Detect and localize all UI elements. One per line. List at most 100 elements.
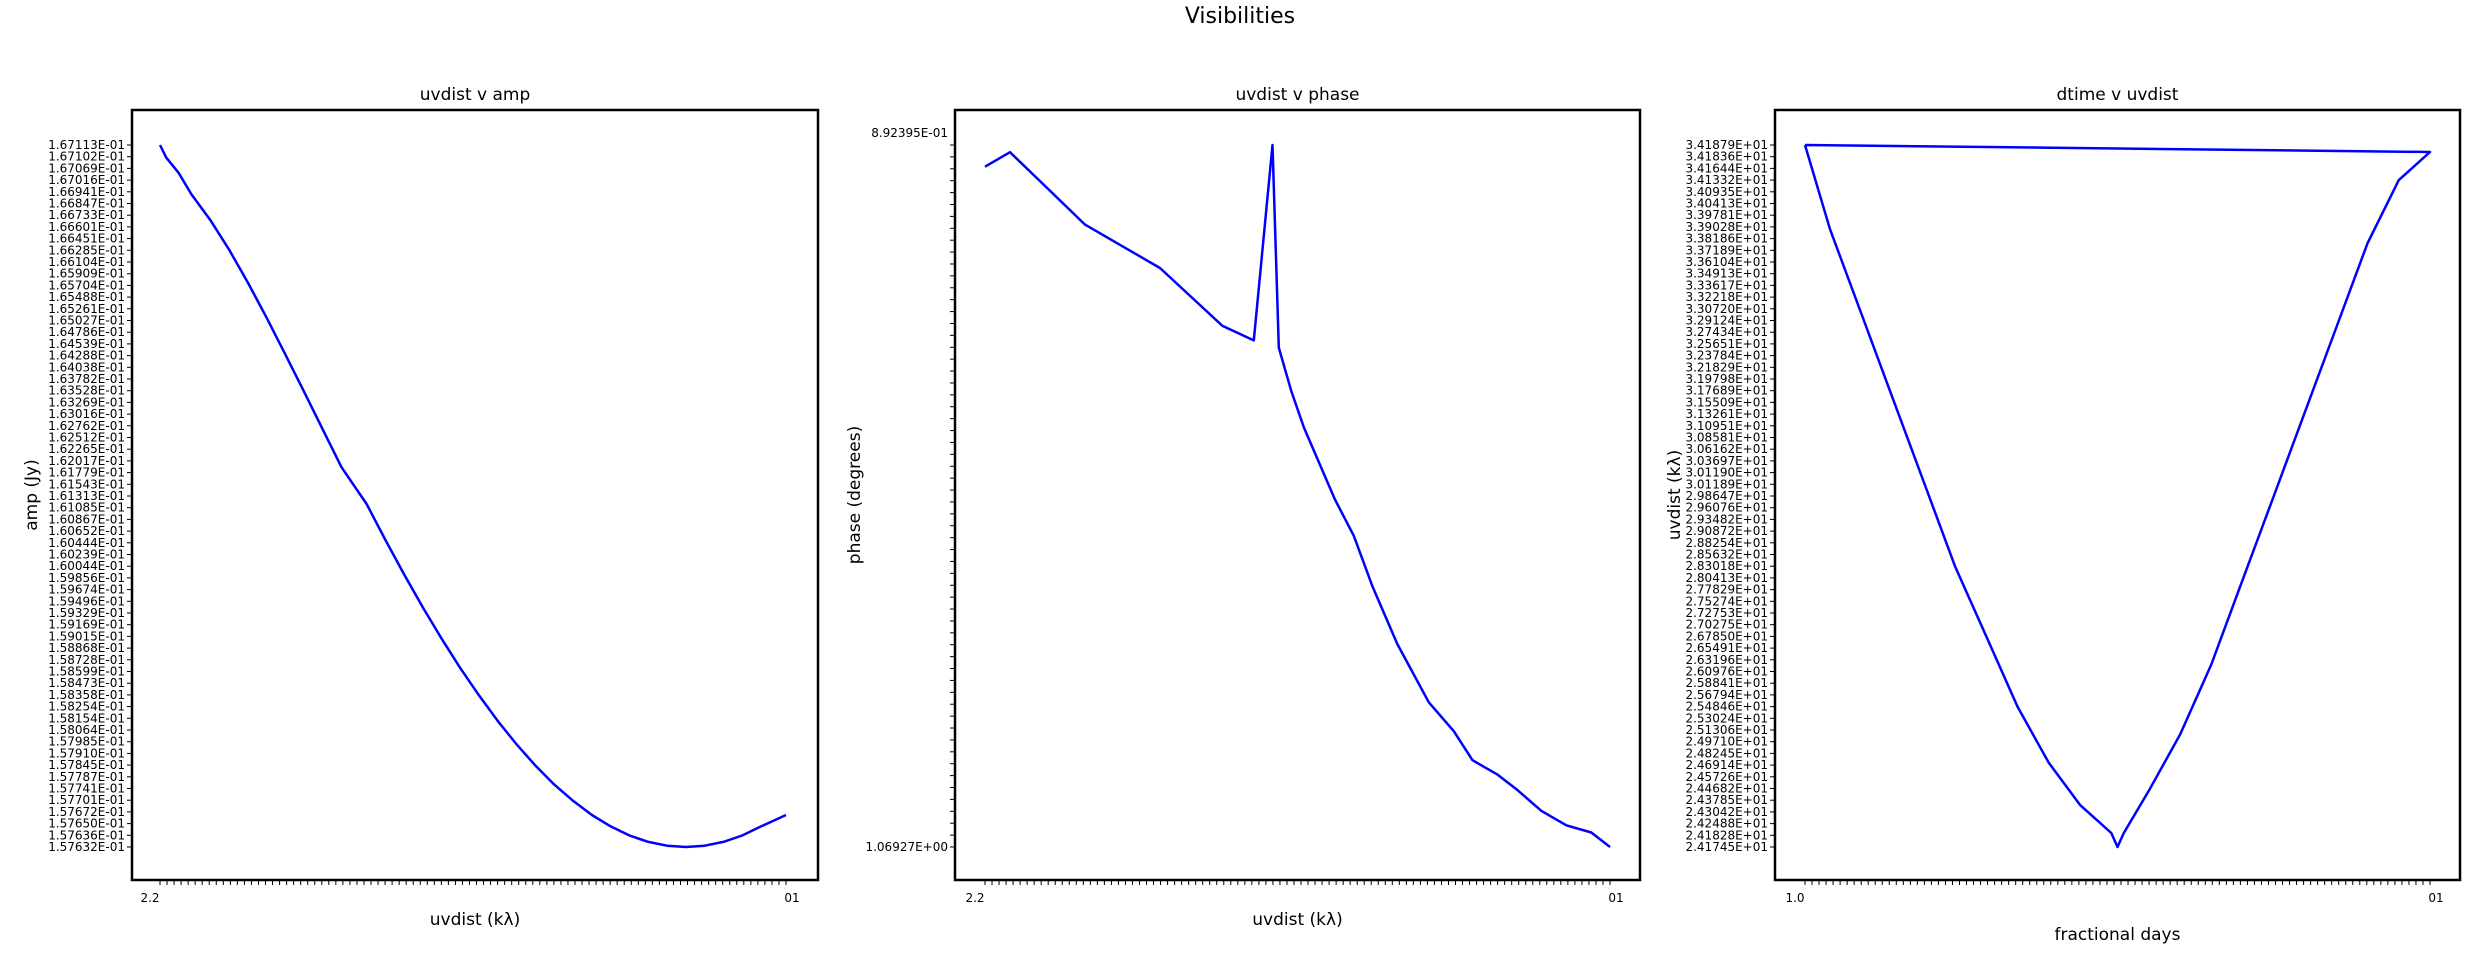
y-tick-label: 2.51306E+01: [1685, 723, 1768, 737]
y-tick-label: 1.67113E-01: [48, 138, 125, 152]
y-tick-label: 1.59496E-01: [48, 594, 125, 608]
y-tick-label: 2.49710E+01: [1685, 735, 1768, 749]
chart-title: uvdist v phase: [1235, 85, 1359, 105]
y-tick-label: 3.40413E+01: [1685, 197, 1768, 211]
y-tick-label: 1.57672E-01: [48, 805, 125, 819]
x-axis-label: fractional days: [2055, 925, 2181, 945]
y-tick-label: 2.98647E+01: [1685, 489, 1768, 503]
y-tick-label: 1.60867E-01: [48, 512, 125, 526]
figure-title: Visibilities: [1184, 4, 1296, 29]
y-tick-label: 3.38186E+01: [1685, 232, 1768, 246]
y-tick-label: 1.59856E-01: [48, 571, 125, 585]
x-tick-label: 2.2: [140, 891, 159, 905]
y-tick-label: 3.37189E+01: [1685, 243, 1768, 257]
y-tick-label: 2.93482E+01: [1685, 512, 1768, 526]
y-tick-label: 2.88254E+01: [1685, 536, 1768, 550]
y-tick-label: 3.15509E+01: [1685, 395, 1768, 409]
y-tick-label: 1.66601E-01: [48, 220, 125, 234]
y-tick-label: 1.58154E-01: [48, 711, 125, 725]
y-tick-label: 1.60652E-01: [48, 524, 125, 538]
y-tick-label: 3.32218E+01: [1685, 290, 1768, 304]
y-tick-label: 3.29124E+01: [1685, 314, 1768, 328]
y-tick-label: 3.21829E+01: [1685, 360, 1768, 374]
x-axis-label: uvdist (kλ): [1252, 910, 1342, 930]
y-tick-label: 1.58868E-01: [48, 641, 125, 655]
y-tick-label: 3.19798E+01: [1685, 372, 1768, 386]
data-series-line: [1803, 143, 2432, 849]
y-tick-label: 1.59329E-01: [48, 606, 125, 620]
y-tick-label: 1.62512E-01: [48, 431, 125, 445]
y-tick-label: 1.06927E+00: [865, 840, 948, 854]
y-tick-label: 1.66941E-01: [48, 185, 125, 199]
y-tick-label: 1.60239E-01: [48, 548, 125, 562]
y-tick-label: 2.77829E+01: [1685, 583, 1768, 597]
y-tick-label: 1.57701E-01: [48, 793, 125, 807]
y-tick-label: 1.65488E-01: [48, 290, 125, 304]
y-tick-label: 2.72753E+01: [1685, 606, 1768, 620]
y-tick-label: 2.45726E+01: [1685, 770, 1768, 784]
y-tick-label: 3.13261E+01: [1685, 407, 1768, 421]
y-tick-label: 2.60976E+01: [1685, 665, 1768, 679]
y-tick-label: 1.57787E-01: [48, 770, 125, 784]
y-tick-label: 2.41745E+01: [1685, 840, 1768, 854]
y-tick-label: 1.65027E-01: [48, 314, 125, 328]
y-tick-label: 2.41828E+01: [1685, 828, 1768, 842]
y-tick-label: 3.34913E+01: [1685, 267, 1768, 281]
y-tick-label: 1.57741E-01: [48, 782, 125, 796]
y-tick-label: 3.30720E+01: [1685, 302, 1768, 316]
y-tick-label: 1.57845E-01: [48, 758, 125, 772]
x-tick-label: 01: [2428, 891, 2443, 905]
y-tick-label: 1.58599E-01: [48, 665, 125, 679]
y-tick-label: 3.17689E+01: [1685, 384, 1768, 398]
y-tick-label: 3.03697E+01: [1685, 454, 1768, 468]
y-tick-label: 3.41644E+01: [1685, 161, 1768, 175]
y-tick-label: 1.60044E-01: [48, 559, 125, 573]
y-tick-label: 3.25651E+01: [1685, 337, 1768, 351]
y-tick-label: 1.66104E-01: [48, 255, 125, 269]
y-tick-label: 1.64288E-01: [48, 349, 125, 363]
y-tick-label: 1.58254E-01: [48, 700, 125, 714]
y-tick-label: 1.57910E-01: [48, 746, 125, 760]
y-tick-label: 1.64539E-01: [48, 337, 125, 351]
y-tick-label: 1.63782E-01: [48, 372, 125, 386]
y-tick-label: 1.66847E-01: [48, 197, 125, 211]
y-tick-label: 1.63269E-01: [48, 395, 125, 409]
chart-title: dtime v uvdist: [2057, 85, 2179, 105]
y-tick-label: 1.57636E-01: [48, 828, 125, 842]
y-tick-label: 3.01189E+01: [1685, 477, 1768, 491]
y-tick-label: 3.01190E+01: [1685, 466, 1768, 480]
chart-panel-1: uvdist v amp uvdist (kλ) amp (Jy) 1.67113E-…: [22, 85, 820, 930]
y-tick-label: 1.67102E-01: [48, 150, 125, 164]
y-tick-label: 2.43042E+01: [1685, 805, 1768, 819]
x-tick-label: 2.2: [965, 891, 984, 905]
data-series-line: [158, 144, 787, 849]
chart-panel-3: dtime v uvdist fractional days uvdist (kλ)…: [1665, 85, 2462, 945]
y-tick-label: 2.53024E+01: [1685, 711, 1768, 725]
y-tick-label: 2.75274E+01: [1685, 594, 1768, 608]
x-tick-label: 01: [1608, 891, 1623, 905]
x-tick-label: 1.0: [1785, 891, 1804, 905]
y-tick-label: 1.66451E-01: [48, 232, 125, 246]
chart-title: uvdist v amp: [420, 85, 531, 105]
y-tick-label: 1.63016E-01: [48, 407, 125, 421]
y-tick-label: 3.41332E+01: [1685, 173, 1768, 187]
y-tick-label: 3.39781E+01: [1685, 208, 1768, 222]
y-tick-label: 1.57632E-01: [48, 840, 125, 854]
y-tick-label: 1.62017E-01: [48, 454, 125, 468]
y-tick-label: 1.65261E-01: [48, 302, 125, 316]
y-tick-label: 2.58841E+01: [1685, 676, 1768, 690]
y-tick-label: 3.23784E+01: [1685, 349, 1768, 363]
y-tick-label: 2.48245E+01: [1685, 746, 1768, 760]
y-tick-label: 1.57985E-01: [48, 735, 125, 749]
y-tick-label: 1.62762E-01: [48, 419, 125, 433]
y-tick-label: 1.67069E-01: [48, 161, 125, 175]
y-tick-label: 2.46914E+01: [1685, 758, 1768, 772]
y-tick-label: 2.83018E+01: [1685, 559, 1768, 573]
y-tick-label: 2.70275E+01: [1685, 618, 1768, 632]
y-tick-label: 2.54846E+01: [1685, 700, 1768, 714]
y-tick-label: 3.08581E+01: [1685, 431, 1768, 445]
y-tick-label: 2.96076E+01: [1685, 501, 1768, 515]
y-tick-label: 1.61085E-01: [48, 501, 125, 515]
y-tick-label: 1.59674E-01: [48, 583, 125, 597]
